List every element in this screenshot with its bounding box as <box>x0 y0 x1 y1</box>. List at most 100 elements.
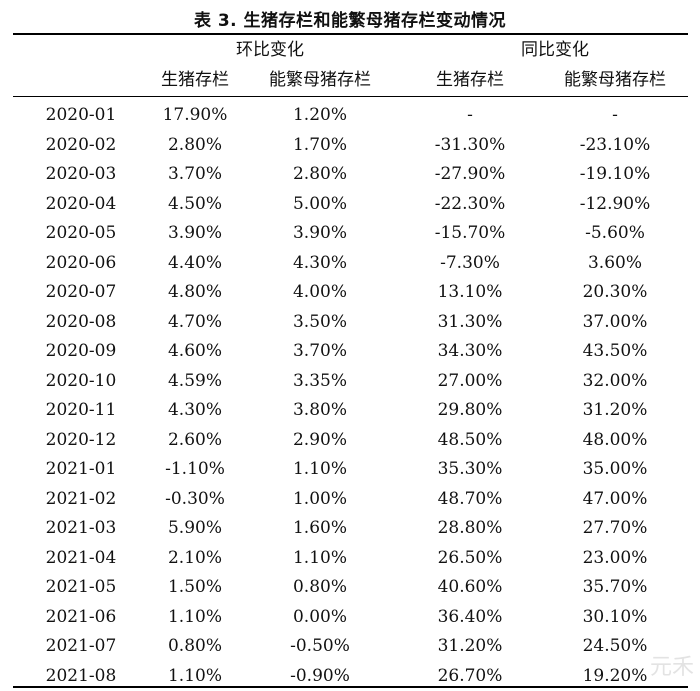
row-yoy-sow-cell: 3.60% <box>587 252 642 273</box>
table-row: 2021-04 2.10% 1.10% 26.50% 23.00% <box>0 544 700 574</box>
row-mom-hog-cell: 1.50% <box>167 577 222 597</box>
row-mom-hog-cell: -1.10% <box>165 459 225 479</box>
row-yoy-sow-cell: 24.50% <box>582 636 648 656</box>
row-mom-sow-cell: 3.35% <box>292 370 347 391</box>
row-month-cell: 2020-07 <box>45 282 117 302</box>
group-header-yoy: 同比变化 <box>521 40 589 60</box>
row-yoy-hog-cell: -7.30% <box>440 252 500 273</box>
row-yoy-hog-cell: -22.30% <box>434 193 506 214</box>
row-mom-hog-cell: 4.60% <box>167 341 222 361</box>
table-row: 2020-02 2.80% 1.70% -31.30% -23.10% <box>0 131 700 161</box>
table-row: 2020-07 4.80% 4.00% 13.10% 20.30% <box>0 278 700 308</box>
row-month-cell: 2020-02 <box>45 134 117 155</box>
row-month-cell: 2020-10 <box>45 370 117 391</box>
row-month-cell: 2021-06 <box>45 606 117 627</box>
row-mom-hog-cell: 0.80% <box>167 636 222 656</box>
row-month-cell: 2020-05 <box>45 223 117 243</box>
row-mom-hog-cell: 17.90% <box>162 105 228 125</box>
row-mom-sow-cell: -0.90% <box>290 665 350 686</box>
subheader-mom-sow: 能繁母猪存栏 <box>269 70 371 90</box>
row-mom-hog-cell: 4.70% <box>167 311 222 332</box>
row-yoy-hog-cell: 13.10% <box>437 282 503 302</box>
row-mom-sow-cell: 0.80% <box>292 577 347 597</box>
row-month-cell: 2020-01 <box>45 105 117 125</box>
row-yoy-hog-cell: 28.80% <box>437 518 503 538</box>
row-month-cell: 2020-12 <box>45 429 117 450</box>
table-row: 2021-08 1.10% -0.90% 26.70% 19.20% <box>0 662 700 691</box>
row-mom-sow-cell: 5.00% <box>292 193 347 214</box>
row-yoy-sow-cell: 43.50% <box>582 341 648 361</box>
table-row: 2020-08 4.70% 3.50% 31.30% 37.00% <box>0 308 700 338</box>
row-yoy-hog-cell: -15.70% <box>434 223 506 243</box>
row-mom-sow-cell: 1.60% <box>292 518 347 538</box>
row-yoy-hog-cell: 35.30% <box>437 459 503 479</box>
row-mom-sow-cell: 4.30% <box>292 252 347 273</box>
row-yoy-sow-cell: 19.20% <box>582 665 648 686</box>
table-row: 2020-11 4.30% 3.80% 29.80% 31.20% <box>0 396 700 426</box>
row-yoy-sow-cell: -5.60% <box>585 223 645 243</box>
row-mom-sow-cell: 1.00% <box>292 488 347 509</box>
row-yoy-sow-cell: 31.20% <box>582 400 648 420</box>
table-row: 2021-02 -0.30% 1.00% 48.70% 47.00% <box>0 485 700 515</box>
row-mom-sow-cell: 2.80% <box>292 164 347 184</box>
row-yoy-sow-cell: -12.90% <box>579 193 651 214</box>
row-yoy-sow-cell: 32.00% <box>582 370 648 391</box>
row-month-cell: 2021-01 <box>45 459 117 479</box>
row-yoy-sow-cell: 48.00% <box>582 429 648 450</box>
row-mom-sow-cell: 2.90% <box>292 429 347 450</box>
row-yoy-hog-cell: 26.70% <box>437 665 503 686</box>
table-row: 2021-07 0.80% -0.50% 31.20% 24.50% <box>0 632 700 662</box>
row-mom-hog-cell: 2.80% <box>167 134 222 155</box>
table-row: 2020-04 4.50% 5.00% -22.30% -12.90% <box>0 190 700 220</box>
table-title: 表 3. 生猪存栏和能繁母猪存栏变动情况 <box>193 11 507 31</box>
row-yoy-sow-cell: 27.70% <box>582 518 648 538</box>
row-yoy-hog-cell: 40.60% <box>437 577 503 597</box>
subheader-yoy-hog: 生猪存栏 <box>436 70 504 90</box>
row-mom-sow-cell: 3.70% <box>292 341 347 361</box>
row-mom-sow-cell: 0.00% <box>292 606 347 627</box>
row-month-cell: 2020-04 <box>45 193 117 214</box>
group-header-mom: 环比变化 <box>236 40 304 60</box>
row-yoy-sow-cell: 37.00% <box>582 311 648 332</box>
row-yoy-hog-cell: 31.30% <box>437 311 503 332</box>
row-mom-hog-cell: 1.10% <box>167 665 222 686</box>
table-row: 2020-10 4.59% 3.35% 27.00% 32.00% <box>0 367 700 397</box>
row-yoy-sow-cell: 30.10% <box>582 606 648 627</box>
row-yoy-hog-cell: -31.30% <box>434 134 506 155</box>
row-mom-sow-cell: 1.10% <box>292 459 347 479</box>
row-mom-sow-cell: 4.00% <box>292 282 347 302</box>
row-mom-sow-cell: 3.80% <box>292 400 347 420</box>
row-month-cell: 2021-02 <box>45 488 117 509</box>
row-month-cell: 2021-03 <box>45 518 117 538</box>
row-yoy-sow-cell: 20.30% <box>582 282 648 302</box>
table-row: 2021-01 -1.10% 1.10% 35.30% 35.00% <box>0 455 700 485</box>
row-yoy-sow-cell: -23.10% <box>579 134 651 155</box>
row-month-cell: 2020-09 <box>45 341 117 361</box>
row-yoy-hog-cell: -27.90% <box>434 164 506 184</box>
row-mom-hog-cell: 4.50% <box>167 193 222 214</box>
row-mom-hog-cell: 2.10% <box>167 547 222 568</box>
row-mom-sow-cell: 1.70% <box>292 134 347 155</box>
table-row: 2021-06 1.10% 0.00% 36.40% 30.10% <box>0 603 700 633</box>
table-row: 2021-03 5.90% 1.60% 28.80% 27.70% <box>0 514 700 544</box>
row-mom-sow-cell: 1.20% <box>292 105 347 125</box>
table-row: 2020-12 2.60% 2.90% 48.50% 48.00% <box>0 426 700 456</box>
row-mom-hog-cell: 3.90% <box>167 223 222 243</box>
row-yoy-hog-cell: 36.40% <box>437 606 503 627</box>
row-yoy-hog-cell: 27.00% <box>437 370 503 391</box>
row-mom-hog-cell: 2.60% <box>167 429 222 450</box>
row-yoy-sow-cell: - <box>612 105 618 125</box>
row-yoy-hog-cell: 48.50% <box>437 429 503 450</box>
row-mom-hog-cell: 4.59% <box>167 370 222 391</box>
row-mom-sow-cell: 3.50% <box>292 311 347 332</box>
row-mom-hog-cell: 4.40% <box>167 252 222 273</box>
subheader-yoy-sow: 能繁母猪存栏 <box>564 70 666 90</box>
row-mom-hog-cell: -0.30% <box>165 488 225 509</box>
row-yoy-hog-cell: - <box>467 105 473 125</box>
row-mom-hog-cell: 3.70% <box>167 164 222 184</box>
row-mom-sow-cell: 1.10% <box>292 547 347 568</box>
subheader-mom-hog: 生猪存栏 <box>161 70 229 90</box>
row-mom-hog-cell: 1.10% <box>167 606 222 627</box>
row-mom-hog-cell: 4.30% <box>167 400 222 420</box>
row-month-cell: 2021-08 <box>45 665 117 686</box>
